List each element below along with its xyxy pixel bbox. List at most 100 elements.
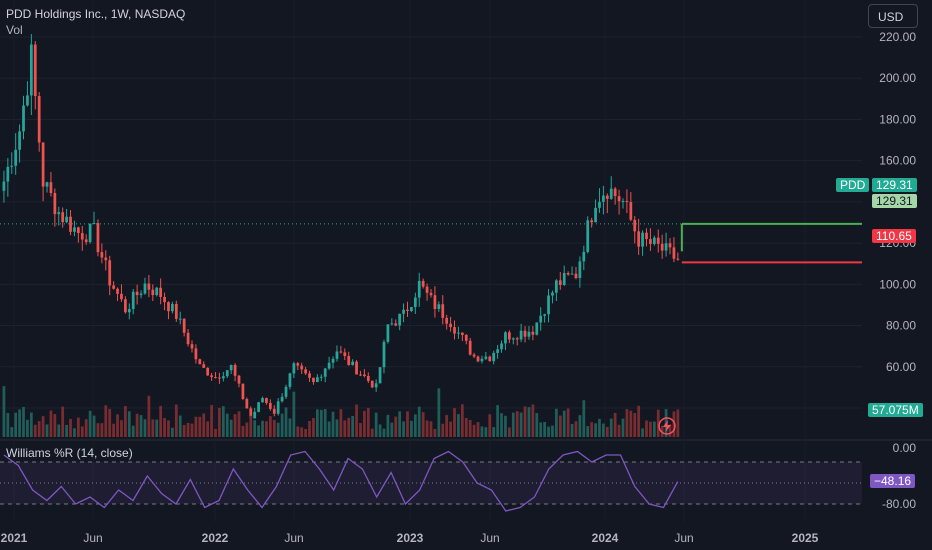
candle-body xyxy=(476,356,480,362)
candle-body xyxy=(319,376,323,378)
candle-body xyxy=(566,272,570,275)
candle-body xyxy=(237,375,241,384)
candle-body xyxy=(41,142,45,187)
flash-icon[interactable] xyxy=(657,416,677,436)
volume-bar xyxy=(351,416,355,437)
candle-body xyxy=(641,232,644,247)
currency-button[interactable]: USD xyxy=(868,4,918,28)
candle-body xyxy=(570,273,574,275)
candle-body xyxy=(296,363,300,366)
candle-body xyxy=(14,149,18,166)
symbol-tag: PDD xyxy=(836,178,870,192)
volume-bar xyxy=(649,421,652,437)
candle-body xyxy=(672,247,676,259)
candle-body xyxy=(586,220,590,252)
volume-bar xyxy=(76,417,80,437)
volume-bar xyxy=(151,419,155,437)
candle-body xyxy=(143,283,147,294)
candle-body xyxy=(464,334,468,341)
candle-body xyxy=(108,260,112,286)
candle-body xyxy=(276,401,280,414)
y-axis: 220.00200.00180.00160.00140.00120.00100.… xyxy=(879,30,916,415)
volume-bar xyxy=(539,422,543,437)
candle-body xyxy=(249,408,253,419)
volume-bar xyxy=(453,408,456,437)
volume-bar xyxy=(668,424,672,437)
volume-bar xyxy=(605,426,609,437)
y-tick-label: 160.00 xyxy=(879,154,916,168)
candle-body xyxy=(433,295,437,309)
candle-body xyxy=(515,338,519,340)
volume-bar xyxy=(621,418,625,437)
volume-bar xyxy=(629,410,633,437)
volume-bar xyxy=(272,420,276,437)
candle-body xyxy=(288,373,292,387)
y-tick-label: 100.00 xyxy=(879,277,916,291)
candle-body xyxy=(578,261,582,279)
candle-body xyxy=(233,364,237,376)
volume-bar xyxy=(147,395,151,437)
candle-body xyxy=(547,295,550,315)
volume-bar xyxy=(433,428,437,437)
volume-bar xyxy=(49,410,53,437)
volume-bar xyxy=(61,406,65,437)
candle-body xyxy=(386,324,390,342)
volume-bar xyxy=(218,407,221,437)
volume-bar xyxy=(370,428,374,437)
volume-bar xyxy=(80,426,84,437)
volume-bar xyxy=(617,424,621,437)
candle-body xyxy=(500,343,503,350)
candle-body xyxy=(359,374,362,376)
volume-bar xyxy=(257,425,260,437)
volume-bar xyxy=(155,419,159,437)
volume-bar xyxy=(131,425,135,437)
williams-r-tick-label: 0.00 xyxy=(893,441,917,455)
candle-body xyxy=(210,375,213,378)
volume-bar xyxy=(570,423,574,437)
candle-body xyxy=(292,363,296,374)
volume-bar xyxy=(276,422,280,437)
volume-bar xyxy=(174,404,178,437)
x-tick-label: 2021 xyxy=(1,531,28,545)
candle-body xyxy=(617,196,621,202)
volume-bar xyxy=(288,418,292,437)
candle-body xyxy=(629,202,633,220)
candle-body xyxy=(218,377,221,379)
volume-bar xyxy=(339,409,343,437)
candle-body xyxy=(61,212,65,223)
volume-bar xyxy=(104,405,108,437)
volume-bar xyxy=(402,421,405,437)
candle-body xyxy=(531,331,535,335)
candle-body xyxy=(609,188,613,199)
candle-body xyxy=(53,193,57,215)
volume-bar xyxy=(413,414,417,437)
candle-body xyxy=(390,323,394,325)
volume-bar xyxy=(645,420,648,437)
x-tick-label: Jun xyxy=(674,531,693,545)
candle-body xyxy=(174,303,178,319)
candle-body xyxy=(229,364,233,371)
candle-body xyxy=(221,376,225,379)
volume-bar xyxy=(496,405,499,437)
candle-body xyxy=(539,315,543,323)
candle-body xyxy=(312,377,315,383)
candle-body xyxy=(241,383,245,399)
volume-bar xyxy=(139,415,143,437)
candle-body xyxy=(351,361,355,366)
volume-bar xyxy=(127,411,131,437)
volume-bar xyxy=(488,414,492,437)
volume-bar xyxy=(323,409,327,437)
candle-body xyxy=(347,356,351,366)
volume-bar xyxy=(378,424,382,437)
volume-bar xyxy=(69,418,72,437)
candle-body xyxy=(406,309,409,311)
candle-body xyxy=(127,309,131,313)
volume-bar xyxy=(292,391,296,437)
price-line-tag-lower: 110.65 xyxy=(872,229,916,243)
candle-body xyxy=(519,330,523,340)
volume-bar xyxy=(229,419,233,437)
volume-bar xyxy=(6,413,10,437)
candle-body xyxy=(425,286,429,293)
volume-bar xyxy=(171,427,174,437)
